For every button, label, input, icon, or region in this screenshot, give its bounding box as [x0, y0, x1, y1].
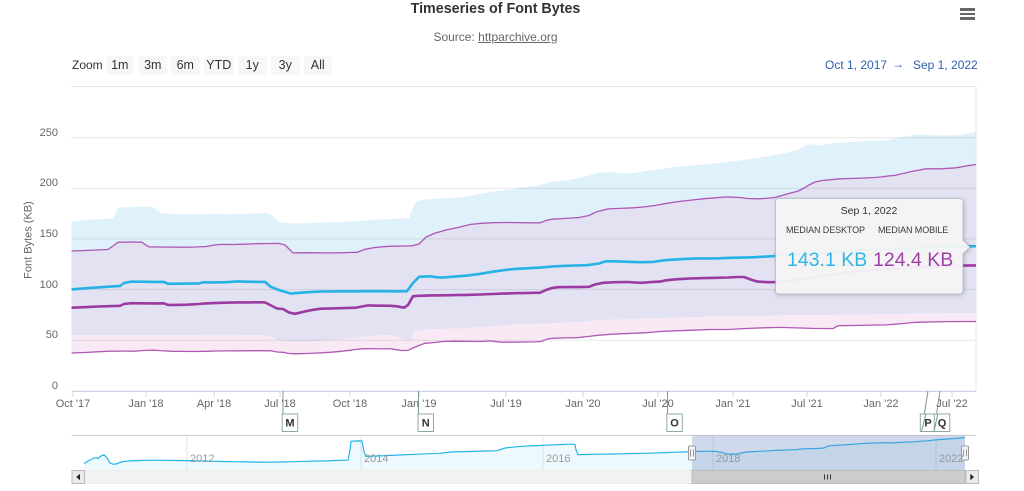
svg-text:M: M: [285, 418, 294, 430]
svg-text:P: P: [924, 418, 931, 430]
svg-text:N: N: [422, 418, 430, 430]
svg-text:Q: Q: [938, 418, 947, 430]
svg-text:O: O: [670, 418, 679, 430]
